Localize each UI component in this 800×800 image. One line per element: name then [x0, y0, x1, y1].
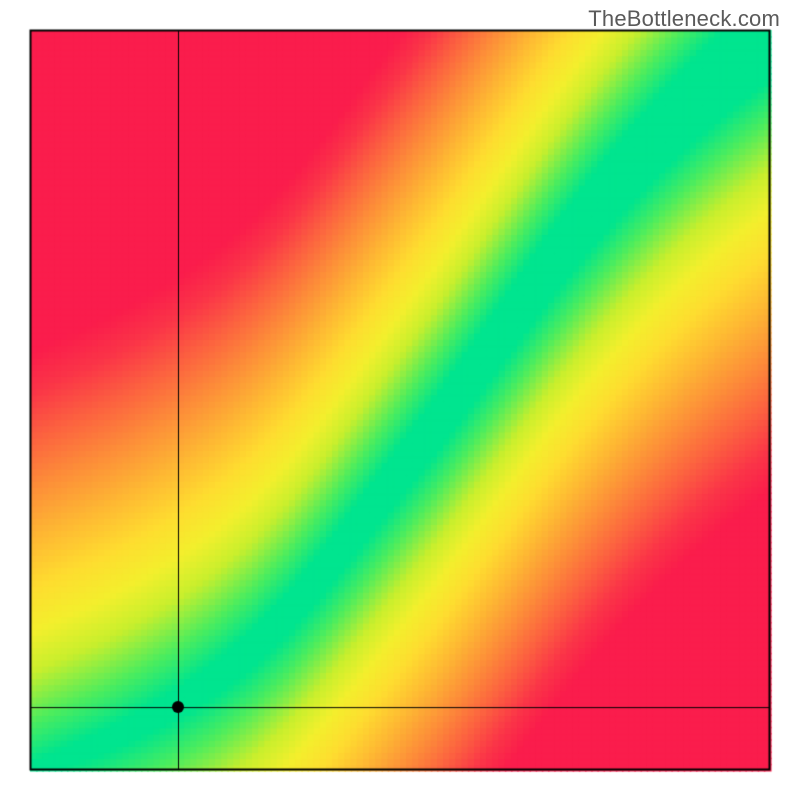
- chart-container: TheBottleneck.com: [0, 0, 800, 800]
- bottleneck-heatmap: [0, 0, 800, 800]
- watermark-text: TheBottleneck.com: [588, 6, 780, 32]
